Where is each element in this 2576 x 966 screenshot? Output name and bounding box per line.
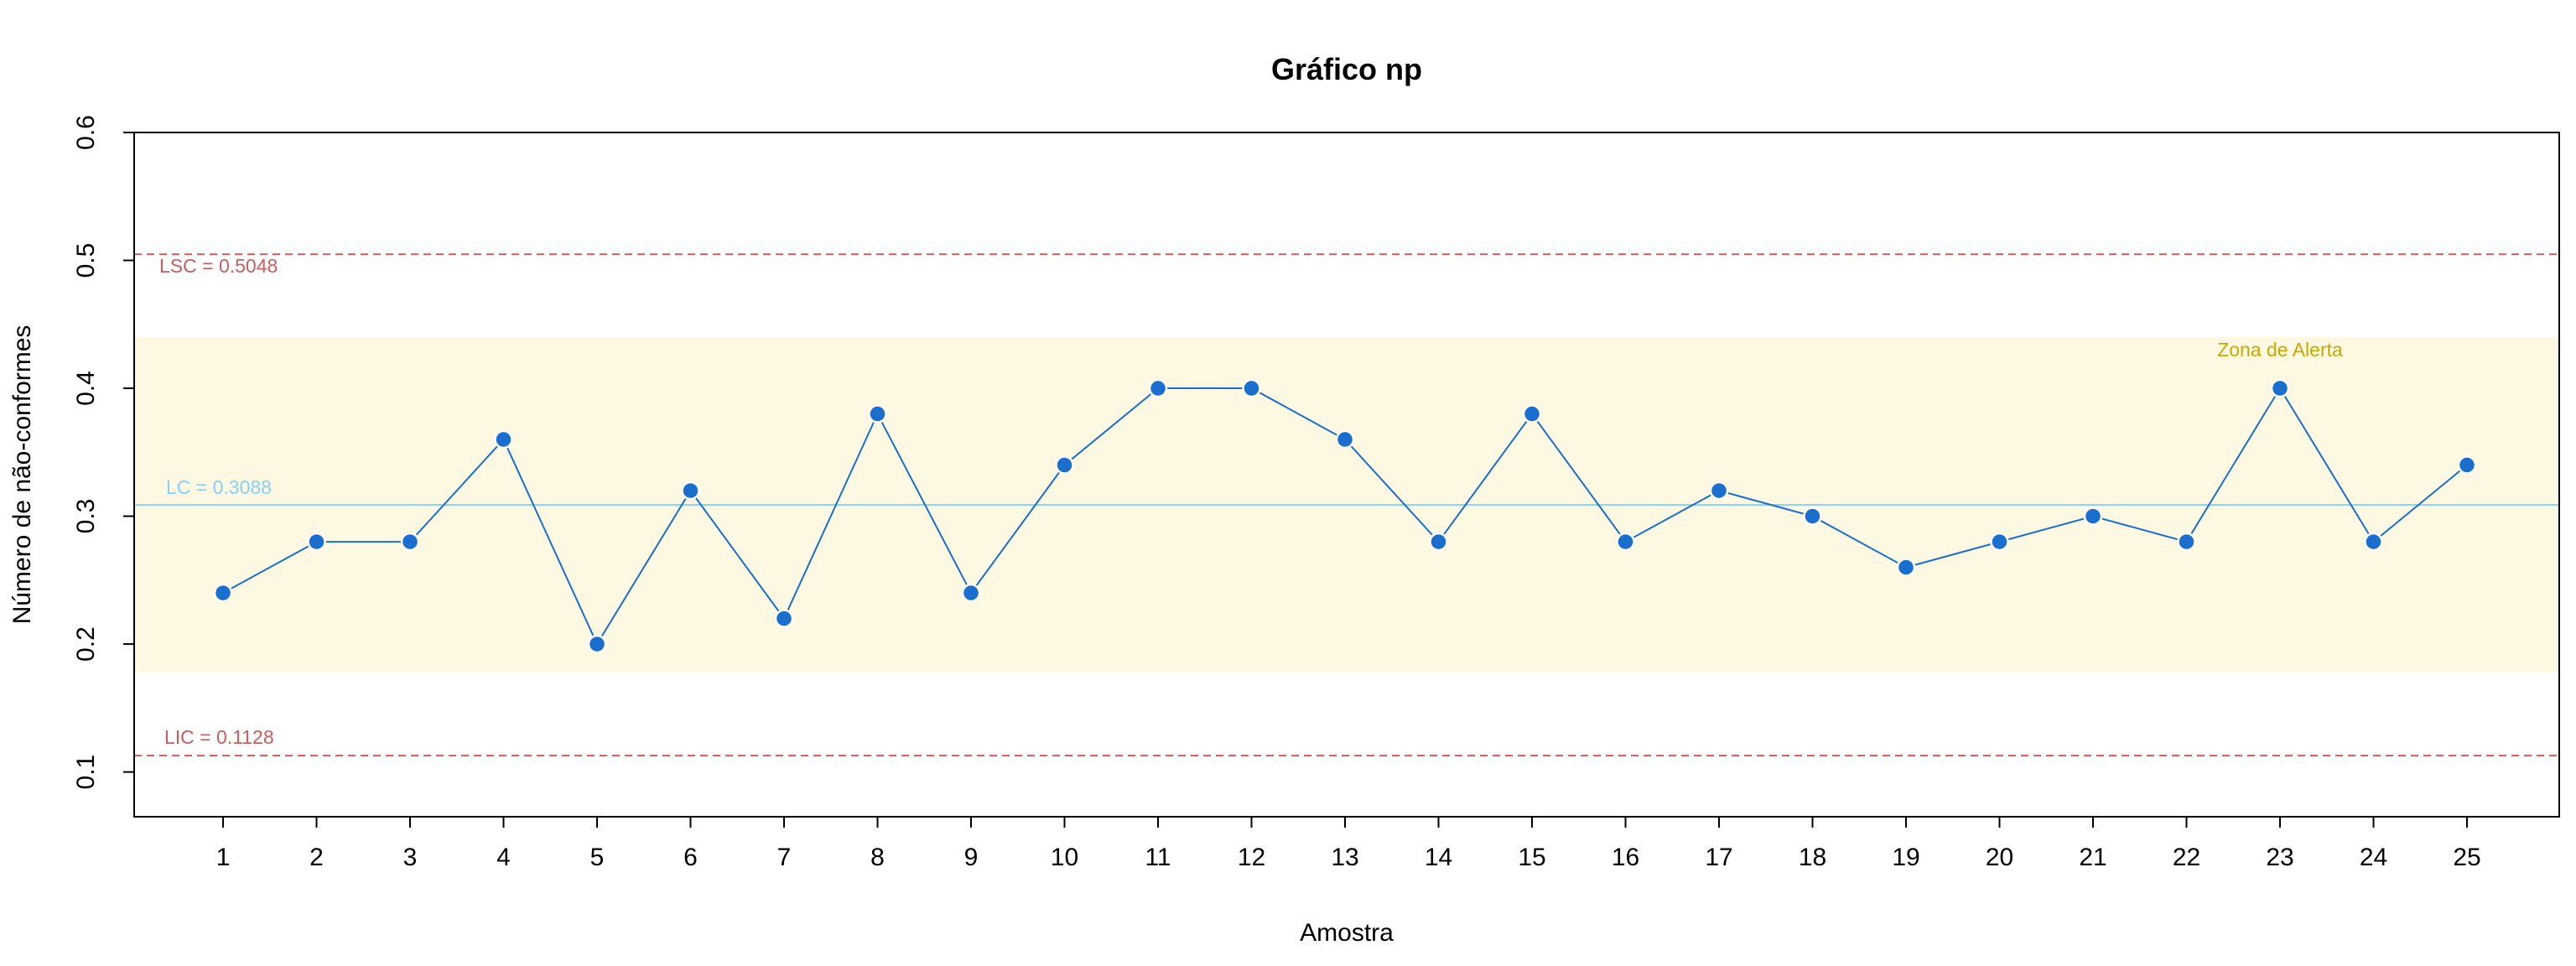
data-point-8 xyxy=(868,404,887,423)
x-tick-label-19: 19 xyxy=(1892,844,1919,871)
x-tick-label-21: 21 xyxy=(2079,844,2106,871)
x-tick-label-13: 13 xyxy=(1331,844,1358,871)
x-tick-label-2: 2 xyxy=(309,844,324,871)
data-point-2 xyxy=(307,532,326,552)
data-point-23 xyxy=(2270,378,2290,398)
x-tick-label-16: 16 xyxy=(1612,844,1639,871)
data-point-13 xyxy=(1335,429,1355,449)
x-tick-label-1: 1 xyxy=(216,844,231,871)
data-point-18 xyxy=(1803,506,1822,526)
data-point-14 xyxy=(1429,532,1448,552)
y-tick-label-5: 0.6 xyxy=(72,115,100,150)
alert-zone-label: Zona de Alerta xyxy=(2217,339,2343,361)
x-tick-label-8: 8 xyxy=(870,844,885,871)
data-point-20 xyxy=(1990,532,2009,552)
data-point-7 xyxy=(774,609,794,628)
x-tick-label-11: 11 xyxy=(1145,844,1171,871)
x-tick-label-18: 18 xyxy=(1799,844,1826,871)
y-tick-label-3: 0.4 xyxy=(72,371,100,406)
x-tick-label-5: 5 xyxy=(590,844,605,871)
data-point-1 xyxy=(213,583,233,603)
x-axis-label: Amostra xyxy=(1300,919,1394,947)
data-point-12 xyxy=(1242,378,1261,398)
data-point-5 xyxy=(587,634,607,654)
x-tick-label-10: 10 xyxy=(1051,844,1078,871)
chart-title: Gráfico np xyxy=(1271,52,1422,86)
x-tick-label-20: 20 xyxy=(1986,844,2013,871)
upper-control-limit-label: LSC = 0.5048 xyxy=(159,255,278,277)
x-tick-label-22: 22 xyxy=(2173,844,2200,871)
data-point-3 xyxy=(400,532,420,552)
data-point-11 xyxy=(1148,378,1168,398)
center-line-label: LC = 0.3088 xyxy=(166,476,272,498)
x-tick-label-23: 23 xyxy=(2266,844,2293,871)
data-point-25 xyxy=(2457,455,2477,475)
data-point-19 xyxy=(1896,558,1916,577)
data-point-21 xyxy=(2083,506,2103,526)
x-tick-label-14: 14 xyxy=(1425,844,1452,871)
y-tick-label-4: 0.5 xyxy=(72,243,100,278)
data-point-16 xyxy=(1616,532,1635,552)
plot-frame xyxy=(133,132,2560,818)
data-point-17 xyxy=(1709,480,1729,501)
lower-control-limit-label: LIC = 0.1128 xyxy=(164,726,274,748)
data-point-6 xyxy=(681,480,700,501)
x-tick-label-24: 24 xyxy=(2360,844,2387,871)
x-tick-label-9: 9 xyxy=(964,844,979,871)
data-point-15 xyxy=(1522,404,1542,423)
data-point-4 xyxy=(494,429,513,449)
x-tick-label-4: 4 xyxy=(496,844,511,871)
x-tick-label-6: 6 xyxy=(683,844,698,871)
y-tick-label-2: 0.3 xyxy=(72,499,100,534)
y-axis-label: Número de não-conformes xyxy=(8,325,36,625)
data-point-22 xyxy=(2177,532,2196,552)
y-tick-label-0: 0.1 xyxy=(72,755,100,790)
x-tick-label-12: 12 xyxy=(1238,844,1265,871)
data-point-9 xyxy=(961,583,981,603)
y-tick-label-1: 0.2 xyxy=(72,626,100,662)
x-tick-label-3: 3 xyxy=(403,844,418,871)
data-point-24 xyxy=(2364,532,2383,552)
x-tick-label-15: 15 xyxy=(1518,844,1545,871)
x-tick-label-25: 25 xyxy=(2453,844,2480,871)
x-tick-label-17: 17 xyxy=(1705,844,1732,871)
data-point-10 xyxy=(1055,455,1074,475)
x-tick-label-7: 7 xyxy=(777,844,792,871)
